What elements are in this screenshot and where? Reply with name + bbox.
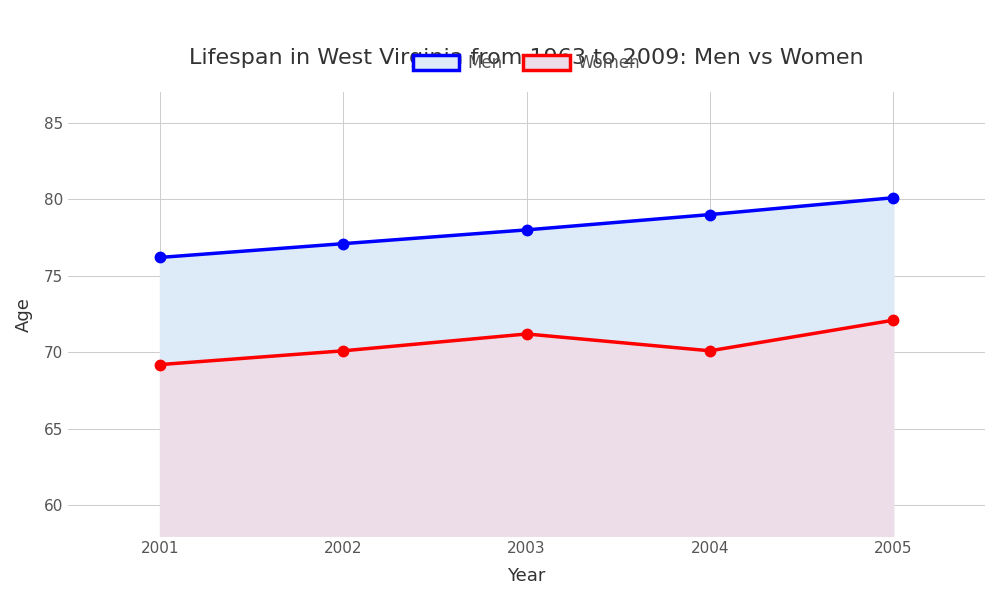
Line: Men: Men [155, 193, 898, 262]
Men [337, 240, 349, 247]
Women [154, 361, 166, 368]
Women [521, 331, 533, 338]
Y-axis label: Age: Age [15, 296, 33, 332]
Women [337, 347, 349, 355]
Women [704, 347, 716, 355]
Women [887, 317, 899, 324]
Men [154, 254, 166, 261]
Men [887, 194, 899, 202]
Legend: Men, Women: Men, Women [406, 47, 647, 79]
X-axis label: Year: Year [507, 567, 546, 585]
Men [704, 211, 716, 218]
Title: Lifespan in West Virginia from 1963 to 2009: Men vs Women: Lifespan in West Virginia from 1963 to 2… [189, 49, 864, 68]
Men [521, 226, 533, 233]
Line: Women: Women [155, 316, 898, 370]
